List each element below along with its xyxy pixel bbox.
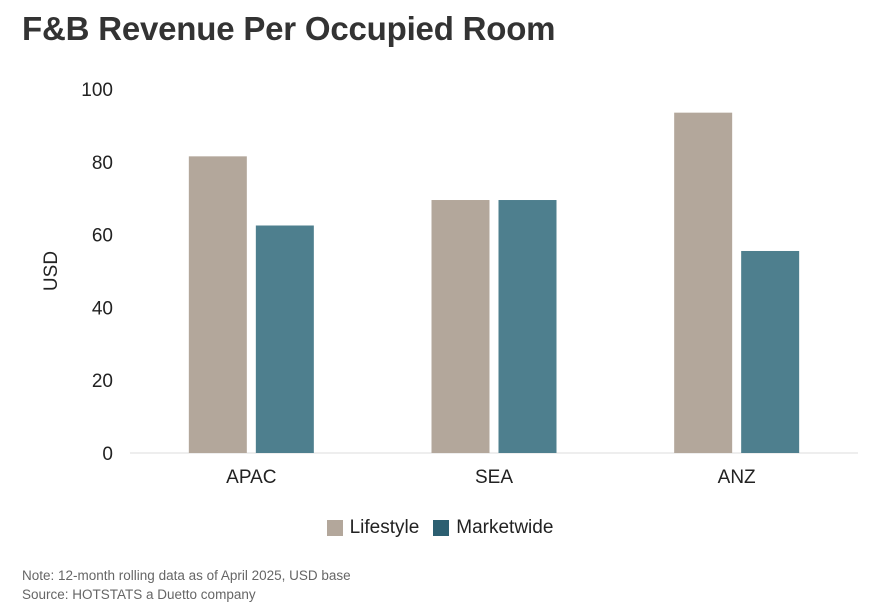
x-axis: APAC SEA ANZ	[226, 467, 756, 488]
x-tick-label: ANZ	[718, 467, 756, 488]
bar-marketwide-anz	[741, 250, 800, 453]
footnote: Note: 12-month rolling data as of April …	[22, 566, 351, 604]
legend-label-marketwide: Marketwide	[456, 517, 554, 538]
bar-lifestyle-sea	[431, 200, 490, 453]
legend: Lifestyle Marketwide	[0, 517, 880, 539]
chart-title: F&B Revenue Per Occupied Room	[22, 10, 556, 47]
y-tick-label: 20	[92, 371, 113, 392]
x-tick-label: APAC	[226, 467, 276, 488]
y-tick-label: 60	[92, 226, 113, 247]
legend-label-lifestyle: Lifestyle	[349, 517, 420, 538]
legend-item-lifestyle: Lifestyle	[326, 517, 420, 539]
y-tick-label: 100	[81, 80, 113, 101]
note-text: Note: 12-month rolling data as of April …	[22, 568, 351, 583]
source-text: Source: HOTSTATS a Duetto company	[22, 587, 256, 602]
y-tick-label: 80	[92, 153, 113, 174]
bar-lifestyle-anz	[674, 112, 733, 453]
y-axis: 0 20 40 60 80 100	[81, 80, 113, 465]
y-axis-label: USD	[41, 251, 62, 291]
bar-marketwide-sea	[498, 200, 557, 453]
bar-lifestyle-apac	[188, 156, 247, 453]
x-tick-label: SEA	[475, 467, 513, 488]
y-tick-label: 40	[92, 298, 113, 319]
bars-group	[188, 112, 800, 453]
legend-swatch-lifestyle	[326, 520, 343, 536]
legend-swatch-marketwide	[433, 520, 450, 536]
y-tick-label: 0	[102, 444, 113, 465]
legend-item-marketwide: Marketwide	[433, 517, 553, 539]
bar-chart: 0 20 40 60 80 100 USD APAC SEA ANZ	[41, 80, 858, 488]
bar-marketwide-apac	[255, 225, 314, 453]
